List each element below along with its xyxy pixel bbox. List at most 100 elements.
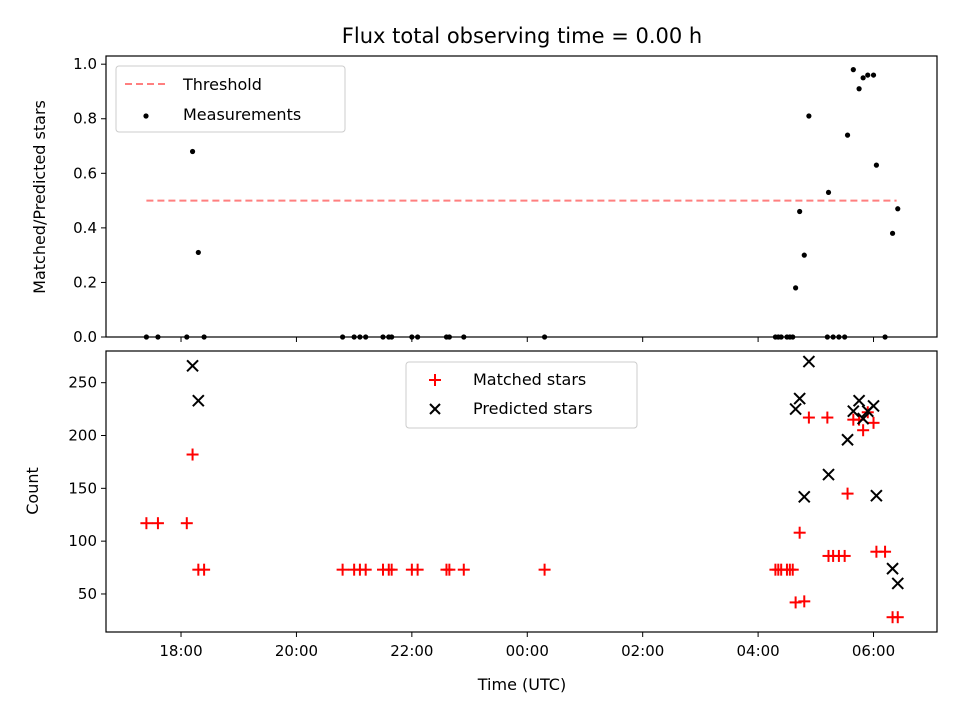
- matched-star-point: [186, 448, 199, 461]
- measurement-point: [195, 249, 201, 256]
- matched-star-point: [180, 517, 193, 530]
- predicted-star-point: [852, 394, 866, 407]
- matched-star-point: [867, 416, 880, 429]
- measurement-point: [870, 72, 877, 78]
- matched-star-point: [786, 563, 799, 576]
- predicted-star-point: [891, 577, 904, 590]
- top-plot-frame: [105, 55, 938, 338]
- predicted-legend-marker: [429, 403, 441, 415]
- matched-star-point: [443, 563, 456, 576]
- measurement-point: [842, 334, 848, 340]
- bottom-plot-frame: [105, 350, 938, 633]
- measurement-point: [790, 334, 796, 340]
- matched-star-point: [879, 545, 892, 558]
- predicted-legend-label: Predicted stars: [473, 399, 593, 418]
- top-y-tick-label: 0.6: [73, 164, 97, 182]
- matched-star-point: [140, 517, 153, 530]
- bottom-legend: Matched stars Predicted stars: [405, 361, 638, 429]
- matched-star-point: [411, 563, 424, 576]
- matched-star-point: [838, 549, 851, 562]
- bottom-y-tick-label: 200: [68, 427, 97, 445]
- matched-star-point: [802, 411, 815, 424]
- matched-star-point: [857, 424, 870, 437]
- measurement-point: [389, 334, 395, 340]
- x-tick-label: 20:00: [275, 642, 318, 660]
- measurement-point: [895, 206, 901, 212]
- x-tick-label: 22:00: [390, 642, 433, 660]
- measurement-point: [873, 162, 880, 168]
- measurement-point: [541, 334, 548, 340]
- measurement-point: [830, 334, 836, 340]
- x-tick-label: 06:00: [852, 642, 895, 660]
- measurement-point: [889, 230, 896, 236]
- bottom-y-tick-label: 150: [68, 479, 97, 497]
- predicted-star-point: [870, 489, 883, 502]
- x-tick-label: 02:00: [621, 642, 664, 660]
- matched-star-point: [789, 596, 802, 609]
- top-y-tick-label: 0.2: [73, 273, 97, 291]
- bottom-y-axis-label: Count: [23, 467, 42, 515]
- measurement-point: [778, 334, 784, 340]
- measurement-point: [340, 334, 346, 340]
- top-y-tick-label: 0.8: [73, 110, 97, 128]
- top-y-axis-label: Matched/Predicted stars: [30, 100, 49, 294]
- measurement-point: [806, 113, 812, 119]
- measurement-point: [882, 334, 888, 340]
- x-tick-label: 18:00: [159, 642, 202, 660]
- measurement-point: [793, 285, 799, 291]
- matched-star-point: [891, 611, 904, 624]
- matched-star-point: [385, 563, 398, 576]
- predicted-star-point: [867, 399, 880, 413]
- matched-star-point: [798, 595, 811, 608]
- measurement-point: [189, 148, 196, 155]
- measurement-point: [201, 334, 207, 340]
- x-tick-label: 00:00: [506, 642, 549, 660]
- top-legend: Threshold Measurements: [115, 65, 346, 133]
- measurement-point: [155, 334, 161, 340]
- measurements-legend-label: Measurements: [183, 105, 301, 124]
- predicted-star-point: [802, 355, 816, 368]
- measurement-point: [446, 334, 452, 340]
- measurement-point: [836, 334, 842, 340]
- bottom-y-tick-label: 250: [68, 374, 97, 392]
- predicted-star-point: [856, 412, 870, 425]
- matched-legend-label: Matched stars: [473, 370, 586, 389]
- measurement-point: [380, 334, 386, 340]
- matched-star-point: [151, 517, 164, 530]
- measurement-point: [844, 132, 851, 138]
- x-tick-label: 04:00: [736, 642, 779, 660]
- figure-title: Flux total observing time = 0.00 h: [342, 24, 702, 48]
- x-axis-label: Time (UTC): [477, 675, 566, 694]
- top-y-tick-label: 0.0: [73, 328, 97, 346]
- measurement-point: [824, 334, 830, 340]
- matched-legend-marker: [429, 374, 441, 386]
- matched-star-point: [336, 563, 349, 576]
- predicted-star-point: [192, 394, 205, 407]
- measurement-point: [184, 334, 190, 340]
- top-y-tick-label: 0.4: [73, 219, 97, 237]
- predicted-star-point: [822, 468, 835, 481]
- bottom-y-tick-label: 50: [78, 585, 97, 603]
- top-panel: 0.0 0.2 0.4 0.6 0.8 1.0 Matched/Predicted sta…: [30, 55, 938, 346]
- top-legend-box: [115, 65, 346, 133]
- measurement-point: [461, 334, 467, 340]
- predicted-star-point: [886, 562, 899, 575]
- matched-star-point: [841, 487, 854, 500]
- matched-star-point: [793, 526, 806, 539]
- predicted-star-point: [847, 405, 860, 418]
- measurement-point: [143, 334, 149, 340]
- threshold-legend-label: Threshold: [182, 75, 262, 94]
- matched-star-point: [198, 563, 211, 576]
- measurement-point: [363, 334, 369, 340]
- matched-star-point: [359, 563, 372, 576]
- predicted-star-point: [789, 402, 802, 416]
- matched-star-point: [821, 411, 834, 424]
- measurement-point: [865, 72, 871, 78]
- matched-star-point: [457, 563, 470, 576]
- measurement-point: [801, 252, 807, 258]
- measurement-point: [357, 334, 363, 340]
- measurement-point: [856, 86, 862, 92]
- measurement-point: [415, 334, 421, 340]
- measurement-point: [797, 208, 803, 215]
- predicted-star-point: [841, 433, 854, 446]
